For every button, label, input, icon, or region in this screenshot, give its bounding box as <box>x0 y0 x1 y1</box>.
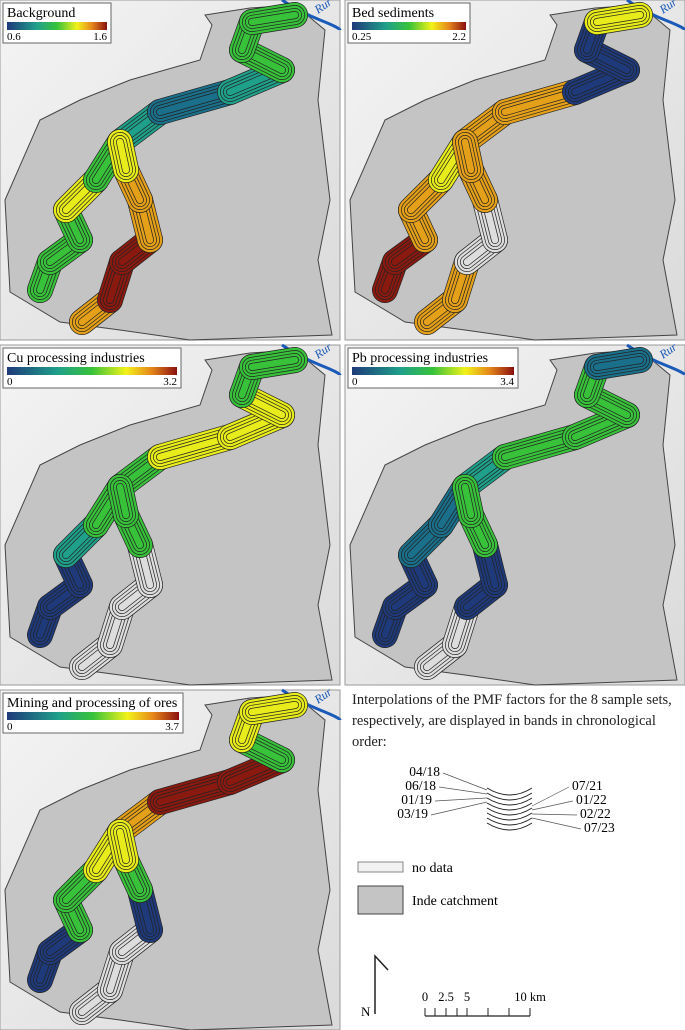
band-line <box>486 797 533 806</box>
leader <box>531 786 570 807</box>
band-date: 01/22 <box>576 792 607 807</box>
leader <box>531 800 574 811</box>
color-ramp <box>352 367 514 375</box>
band <box>248 11 299 26</box>
color-ramp <box>7 712 179 720</box>
band-line <box>486 817 533 826</box>
ramp-max: 3.2 <box>163 376 177 388</box>
legend-description: Interpolations of the PMF factors for th… <box>352 692 672 750</box>
panel-title: Cu processing industries <box>7 351 145 366</box>
band <box>593 356 644 371</box>
ramp-max: 3.7 <box>165 721 179 733</box>
band-date: 02/22 <box>580 806 611 821</box>
ramp-max: 1.6 <box>93 31 107 43</box>
panel-title: Bed sediments <box>352 6 434 21</box>
leader <box>442 772 488 791</box>
band <box>116 828 130 864</box>
no-data-label: no data <box>412 861 454 876</box>
band-date: 07/23 <box>584 820 615 835</box>
catchment-swatch <box>357 885 404 915</box>
scale-label: 0 <box>422 990 428 1004</box>
band <box>461 483 475 519</box>
color-ramp <box>352 22 466 30</box>
north-label: N <box>361 1004 371 1019</box>
band-line <box>486 787 533 796</box>
panel-title: Pb processing industries <box>352 351 488 366</box>
scale-label: 5 <box>464 990 470 1004</box>
band-date: 07/21 <box>572 778 603 793</box>
ramp-min: 0 <box>7 721 13 733</box>
ramp-min: 0 <box>7 376 13 388</box>
band-date: 04/18 <box>409 764 440 779</box>
band <box>461 138 475 174</box>
color-ramp <box>7 367 177 375</box>
no-data-swatch <box>357 861 404 873</box>
band <box>116 138 130 174</box>
ramp-max: 2.2 <box>452 31 466 43</box>
leader <box>531 817 582 830</box>
color-ramp <box>7 22 107 30</box>
band-date: 01/19 <box>401 792 432 807</box>
ramp-min: 0 <box>352 376 358 388</box>
catchment-label: Inde catchment <box>412 894 498 909</box>
panel-title: Background <box>7 6 75 21</box>
band <box>116 483 130 519</box>
band <box>248 701 299 716</box>
band-line <box>486 807 533 816</box>
band-line <box>486 812 533 821</box>
panel-title: Mining and processing of ores <box>7 696 177 711</box>
leader <box>434 797 488 802</box>
scale-label: 2.5 <box>438 990 454 1004</box>
north-arrow <box>374 954 389 1014</box>
band-line <box>486 822 533 831</box>
band-date: 03/19 <box>397 806 428 821</box>
ramp-min: 0.6 <box>7 31 21 43</box>
leader <box>531 813 578 816</box>
band-date: 06/18 <box>405 778 436 793</box>
band-line <box>486 792 533 801</box>
ramp-min: 0.25 <box>352 31 372 43</box>
scale-label: 10 km <box>514 990 546 1004</box>
band <box>593 11 644 26</box>
leader <box>430 801 488 816</box>
leader <box>438 786 488 795</box>
ramp-max: 3.4 <box>500 376 514 388</box>
band <box>248 356 299 371</box>
band-line <box>486 802 533 811</box>
